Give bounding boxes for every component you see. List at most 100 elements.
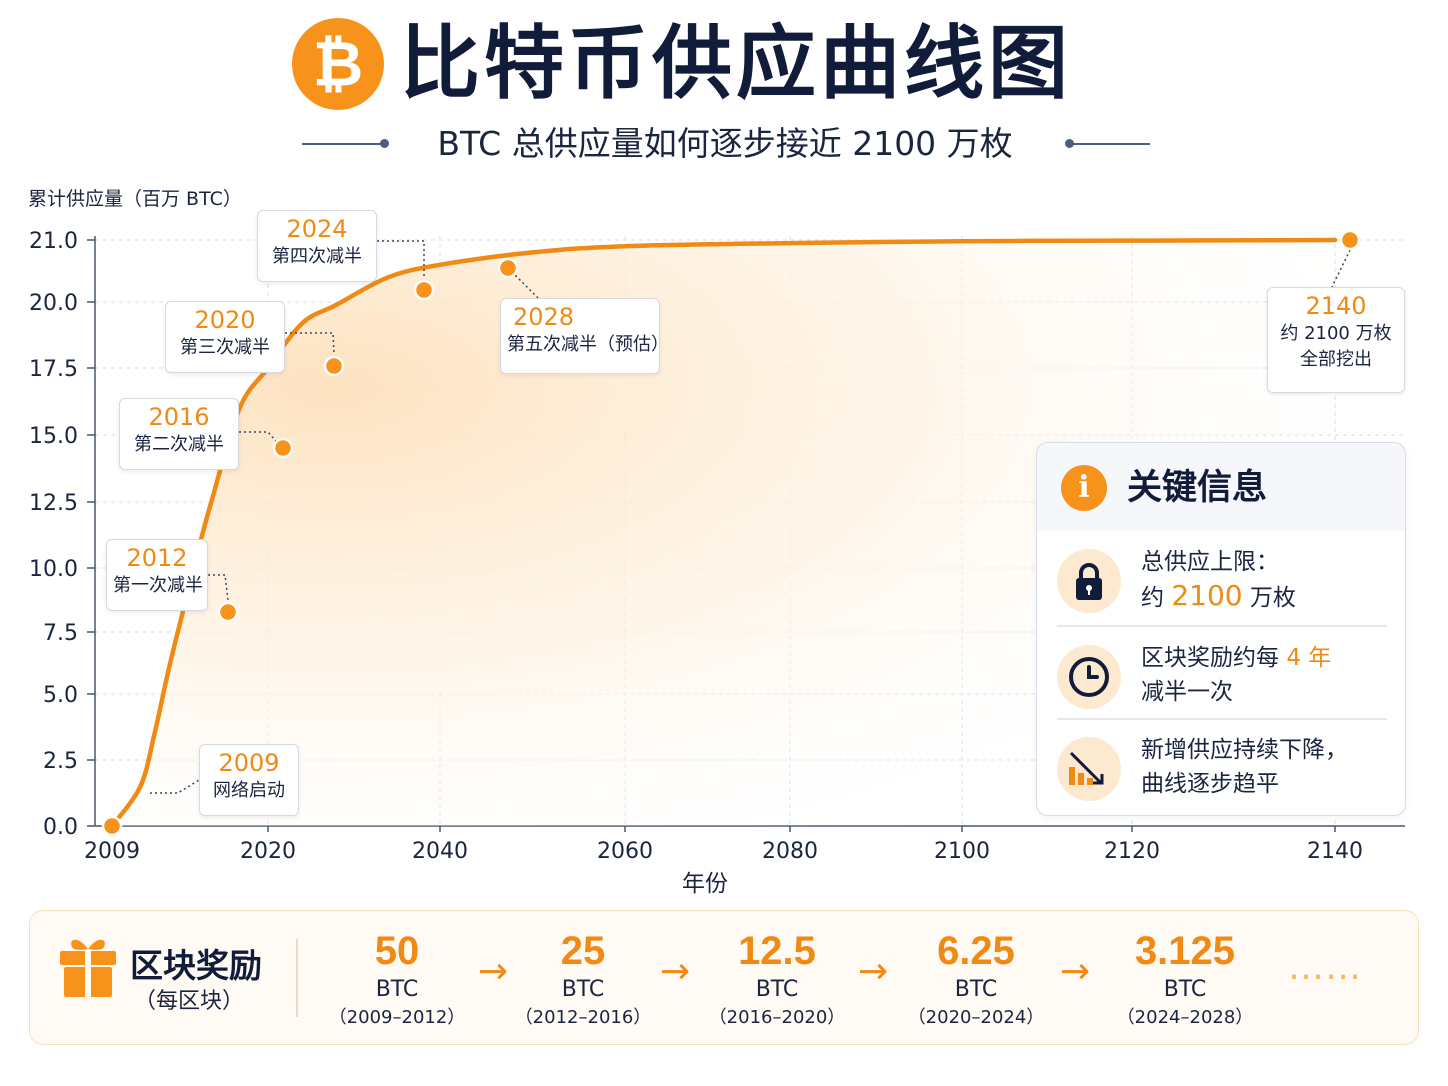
callout-2024: 2024 第四次减半 [257,210,377,282]
arrow-right-icon: → [1060,951,1091,992]
callout-year: 2016 [148,403,210,431]
reward-value: 6.25 [937,929,1015,973]
reward-period: （2012–2016） [514,1007,652,1028]
supply-curve [109,237,1338,829]
reward-stage: 50 BTC （2009–2012） [317,927,477,1031]
info-divider [1057,718,1387,720]
info-divider [1057,625,1387,627]
info-text: 总供应上限： 约 2100 万枚 [1141,545,1296,615]
info-icon: i [1061,465,1107,511]
key-info-header: i 关键信息 [1037,443,1405,531]
callout-year: 2012 [126,544,188,572]
callout-2016: 2016 第二次减半 [119,398,239,470]
block-reward-bar: 区块奖励 （每区块） 50 BTC （2009–2012） → 25 BTC （… [29,910,1419,1045]
highlight-value: 2100 [1171,579,1243,612]
callout-2009: 2009 网络启动 [199,744,299,816]
milestone-point-2140 [1339,229,1361,251]
reward-divider [296,939,298,1017]
info-item-supply-cap: 总供应上限： 约 2100 万枚 [1057,539,1387,631]
key-info-title: 关键信息 [1127,468,1268,508]
y-tick-label: 20.0 [29,291,78,316]
reward-value: 12.5 [738,929,816,973]
callout-label: 第二次减半 [134,434,224,455]
highlight-value: 4 年 [1286,645,1332,671]
reward-period: （2009–2012） [328,1007,466,1028]
y-tick-label: 12.5 [29,491,78,516]
subtitle-rule-right [1070,143,1150,145]
y-tick-label: 0.0 [43,815,78,840]
page-title: 比特币供应曲线图 [400,17,1072,110]
leader-line [208,574,229,601]
y-tick-label: 7.5 [43,621,78,646]
reward-unit: BTC [375,977,419,1002]
callout-label: 约 2100 万枚 [1280,323,1392,344]
reward-subtitle: （每区块） [134,989,245,1014]
milestone-point-2024 [413,279,435,301]
callout-year: 2009 [218,749,280,777]
info-prefix: 约 [1141,585,1172,611]
curve-layer [109,237,1338,829]
milestone-point-2009 [101,815,123,837]
y-tick-label: 2.5 [43,749,78,774]
subtitle-dot-right [1065,139,1074,148]
info-line: 新增供应持续下降， [1141,737,1348,763]
reward-unit: BTC [954,977,998,1002]
y-tick-label: 15.0 [29,424,78,449]
reward-period: （2024–2028） [1116,1007,1254,1028]
callout-year: 2140 [1305,292,1367,320]
reward-period: （2020–2024） [907,1007,1045,1028]
reward-value: 25 [560,929,606,973]
y-tick-label: 21.0 [29,229,78,254]
callout-2028: 2028 第五次减半（预估） [500,298,669,374]
callout-label: 第三次减半 [180,337,270,358]
info-line: 约 2100 万枚 [1141,579,1296,615]
callout-year: 2028 [513,303,575,331]
info-item-halving: 区块奖励约每 4 年 减半一次 [1057,635,1387,727]
reward-stage: 12.5 BTC （2016–2020） [697,927,857,1031]
info-text: 区块奖励约每 4 年 减半一次 [1141,641,1331,709]
milestone-point-2028 [497,257,519,279]
leader-line [377,240,425,278]
y-axis-title: 累计供应量（百万 BTC） [28,188,242,210]
bitcoin-glyph: ₿ [312,27,364,100]
declining-chart-icon [1057,737,1121,801]
milestone-points [101,229,1361,837]
bitcoin-logo-icon: ₿ [292,18,384,110]
x-tick-label: 2040 [412,839,468,864]
x-axis-title: 年份 [682,871,728,897]
callout-label: 第五次减半（预估） [507,334,669,355]
leader-line [285,332,335,355]
reward-unit: BTC [561,977,605,1002]
subtitle-dot-left [380,139,389,148]
info-line: 总供应上限： [1141,549,1279,575]
info-line: 减半一次 [1141,679,1233,705]
reward-stage: 25 BTC （2012–2016） [503,927,663,1031]
gift-icon [58,933,118,1003]
tick-labels: 0.0 2.5 5.0 7.5 10.0 12.5 15.0 17.5 20.0 21.0 2009… [29,229,1363,864]
callout-2140: 2140 约 2100 万枚 全部挖出 [1267,287,1405,393]
x-tick-label: 2100 [934,839,990,864]
supply-chart: 0.0 2.5 5.0 7.5 10.0 12.5 15.0 17.5 20.0 21.0 2009… [29,229,1405,864]
x-tick-label: 2080 [762,839,818,864]
leader-line [1331,249,1351,288]
y-tick-label: 5.0 [43,683,78,708]
reward-value: 50 [374,929,420,973]
reward-period: （2016–2020） [708,1007,846,1028]
clock-icon [1057,645,1121,709]
y-tick-label: 17.5 [29,357,78,382]
callout-label-2: 全部挖出 [1300,349,1372,370]
callout-year: 2024 [286,215,348,243]
reward-unit: BTC [755,977,799,1002]
callout-2020: 2020 第三次减半 [165,301,285,373]
callout-label: 网络启动 [213,780,285,801]
reward-stage: 3.125 BTC （2024–2028） [1105,927,1265,1031]
more-ellipsis: …… [1288,947,1362,988]
callout-label: 第四次减半 [272,246,362,267]
x-tick-label: 2060 [597,839,653,864]
header: ₿ 比特币供应曲线图 BTC 总供应量如何逐步接近 2100 万枚 [0,0,1448,175]
y-tick-label: 10.0 [29,557,78,582]
x-tick-label: 2009 [84,839,140,864]
reward-value: 3.125 [1134,929,1236,973]
page-subtitle: BTC 总供应量如何逐步接近 2100 万枚 [437,124,1013,163]
x-tick-label: 2140 [1307,839,1363,864]
